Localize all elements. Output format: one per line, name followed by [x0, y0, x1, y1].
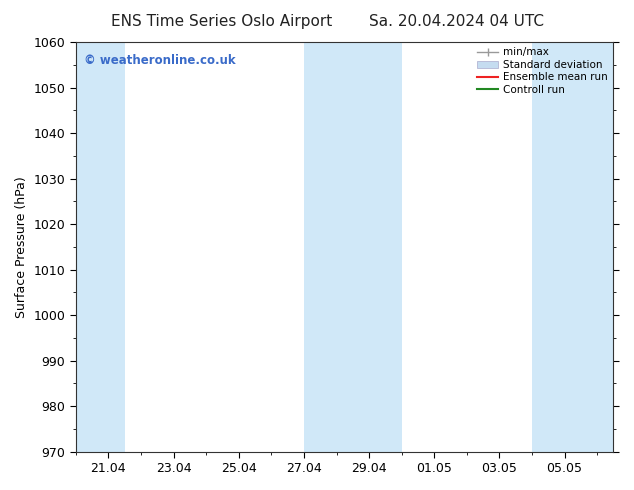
Bar	[369, 42, 402, 452]
Bar	[76, 42, 125, 452]
Bar	[532, 42, 614, 452]
Text: © weatheronline.co.uk: © weatheronline.co.uk	[84, 54, 236, 67]
Text: ENS Time Series Oslo Airport: ENS Time Series Oslo Airport	[112, 14, 332, 29]
Legend: min/max, Standard deviation, Ensemble mean run, Controll run: min/max, Standard deviation, Ensemble me…	[476, 45, 611, 97]
Text: Sa. 20.04.2024 04 UTC: Sa. 20.04.2024 04 UTC	[369, 14, 544, 29]
Bar	[304, 42, 369, 452]
Y-axis label: Surface Pressure (hPa): Surface Pressure (hPa)	[15, 176, 28, 318]
